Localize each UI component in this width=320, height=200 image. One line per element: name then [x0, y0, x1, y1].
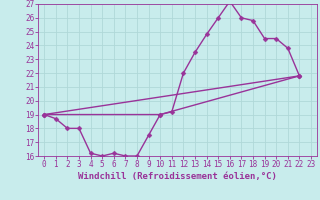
- X-axis label: Windchill (Refroidissement éolien,°C): Windchill (Refroidissement éolien,°C): [78, 172, 277, 181]
